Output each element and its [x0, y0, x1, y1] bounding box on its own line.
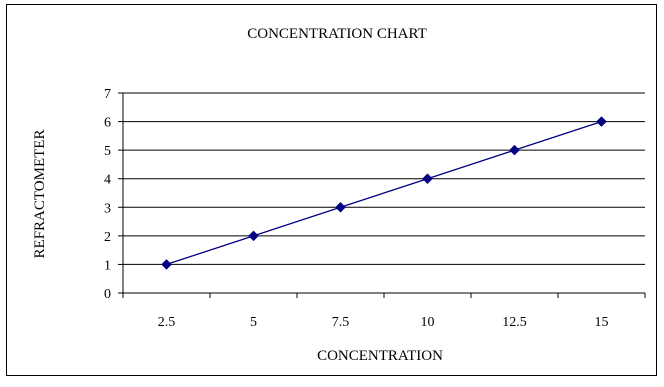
tick-labels: 0 1 2 3 4 5 6 7 2.5 5 7.5 10 12.5 15: [104, 87, 609, 330]
x-tick-label: 12.5: [502, 315, 527, 330]
data-point: [596, 116, 607, 127]
x-axis-title: CONCENTRATION: [317, 348, 443, 364]
data-point: [335, 201, 346, 213]
y-tick-label: 4: [104, 173, 111, 188]
data-point: [248, 230, 259, 242]
gridlines: [123, 92, 645, 265]
data-series: [161, 116, 607, 270]
x-tick-label: 2.5: [158, 315, 176, 330]
y-tick-label: 1: [104, 258, 111, 273]
axes: [118, 92, 646, 298]
y-tick-label: 0: [104, 287, 111, 302]
series-line: [166, 120, 602, 266]
y-tick-label: 2: [104, 230, 111, 245]
x-tick-label: 15: [595, 315, 609, 330]
data-point: [509, 144, 520, 156]
chart-title: CONCENTRATION CHART: [247, 26, 427, 42]
x-tick-label: 5: [250, 315, 257, 330]
y-axis-title: REFRACTOMETER: [32, 130, 48, 259]
y-tick-label: 5: [104, 144, 111, 159]
x-tick-label: 7.5: [332, 315, 350, 330]
y-tick-label: 7: [104, 87, 111, 102]
y-tick-label: 6: [104, 116, 111, 131]
chart-area: [6, 4, 657, 376]
x-tick-label: 10: [421, 315, 435, 330]
data-point: [161, 259, 172, 270]
data-point: [422, 173, 433, 185]
y-tick-label: 3: [104, 201, 111, 216]
